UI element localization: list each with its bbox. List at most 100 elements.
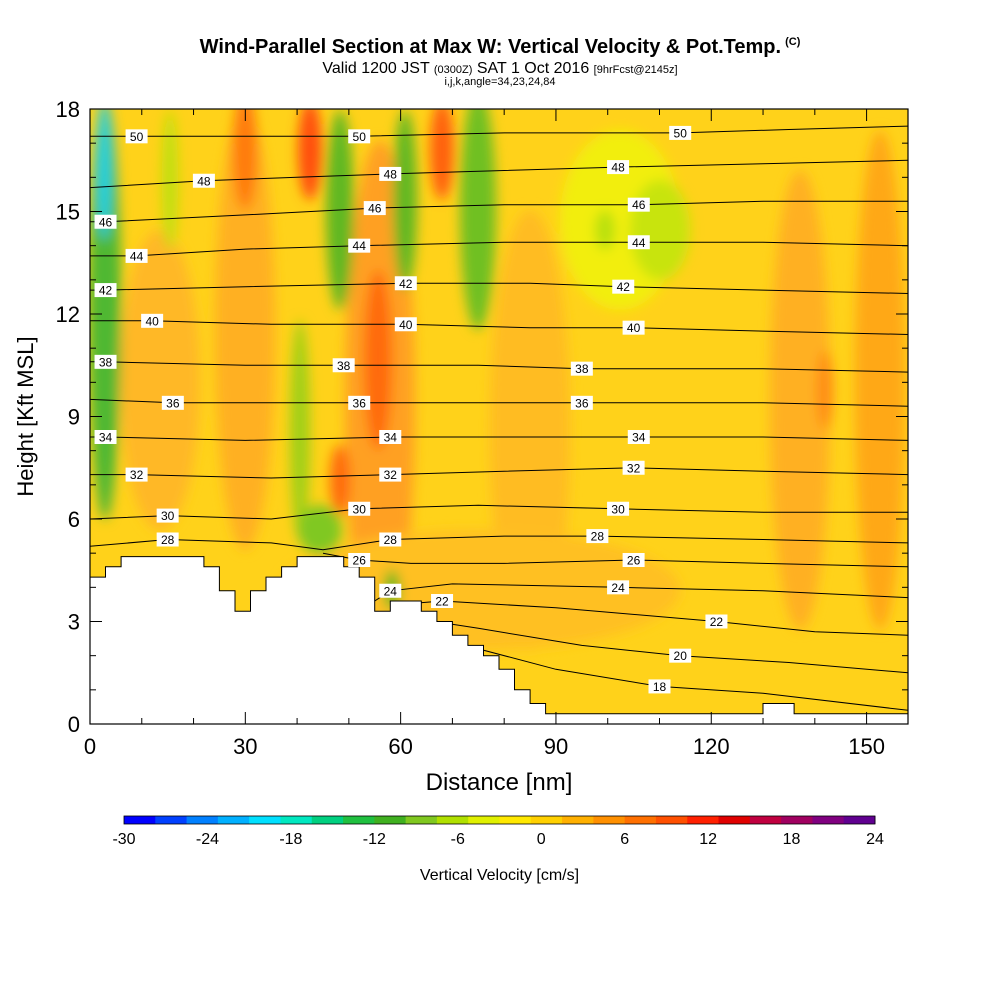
isentrope-label-bg — [125, 129, 148, 144]
isentrope-label: 46 — [99, 215, 113, 229]
x-tick-label: 30 — [233, 734, 257, 759]
x-tick-label: 120 — [693, 734, 730, 759]
isentrope-label: 24 — [384, 584, 398, 598]
isentrope-label-bg — [622, 553, 645, 567]
terrain-mask — [89, 556, 909, 725]
isentrope-label-bg — [141, 313, 164, 328]
colorbar-swatch — [155, 816, 188, 824]
isentrope-label: 24 — [611, 581, 625, 595]
isentrope-34 — [90, 436, 908, 441]
isentrope-label-bg — [394, 317, 417, 332]
isentrope-label-bg — [379, 467, 402, 482]
isentrope-label: 44 — [130, 249, 144, 263]
isentrope-label-bg — [607, 580, 630, 595]
y-tick-label: 18 — [56, 97, 80, 122]
isentrope-label: 34 — [632, 431, 646, 445]
isentrope-label-bg — [705, 614, 728, 629]
isentrope-label: 46 — [368, 202, 382, 216]
isentrope-label-bg — [125, 467, 148, 482]
downdraft-band — [162, 110, 178, 250]
colorbar-swatch — [311, 816, 344, 824]
colorbar-swatch — [655, 816, 688, 824]
isentrope-label-bg — [363, 201, 386, 216]
isentrope-30 — [90, 504, 908, 520]
valid-utc: (0300Z) — [433, 64, 473, 76]
isentrope-label: 38 — [99, 355, 113, 369]
colorbar-swatch — [749, 816, 782, 824]
isentrope-label-bg — [586, 529, 609, 544]
isentrope-label-bg — [622, 460, 645, 475]
colorbar-tick-label: 6 — [620, 831, 629, 848]
isentrope-label-bg — [627, 235, 650, 250]
title-mark: (C) — [785, 36, 801, 49]
isentrope-label: 38 — [337, 359, 351, 373]
isentrope-label-bg — [192, 173, 215, 188]
isentrope-50 — [90, 125, 908, 137]
colorbar-tick-label: -6 — [451, 831, 465, 848]
isentrope-label-bg — [612, 279, 635, 294]
isentrope-label-bg — [607, 160, 630, 175]
isentrope-label: 36 — [575, 396, 589, 410]
isentrope-label: 28 — [591, 530, 605, 544]
downdraft-core — [96, 109, 112, 240]
velocity-blobs — [90, 109, 905, 660]
colorbar-swatch — [593, 816, 626, 824]
isentrope-label-bg — [161, 395, 184, 410]
isentrope-lines — [90, 125, 908, 711]
downdraft-band — [298, 505, 342, 555]
isentrope-label: 32 — [627, 461, 641, 475]
valid-date: SAT 1 Oct 2016 — [476, 60, 590, 77]
isentrope-44 — [90, 241, 908, 257]
isentrope-label: 34 — [384, 431, 398, 445]
colorbar-swatch — [812, 816, 845, 824]
colorbar-swatch — [405, 816, 438, 824]
weak-downdraft — [630, 180, 690, 280]
y-axis-label: Height [Kft MSL] — [13, 336, 38, 496]
colorbar-swatch — [624, 816, 657, 824]
isentrope-label: 22 — [710, 615, 724, 629]
y-tick-label: 3 — [68, 610, 80, 635]
title-text: Wind-Parallel Section at Max W: Vertical… — [199, 36, 782, 58]
isentrope-label: 44 — [353, 239, 367, 253]
colorbar-swatch — [530, 816, 563, 824]
updraft-core — [364, 270, 392, 450]
isentrope-label-bg — [570, 395, 593, 410]
isentrope-label-bg — [156, 532, 179, 547]
isentrope-label: 48 — [611, 161, 625, 175]
isentrope-label-bg — [379, 532, 402, 547]
colorbar-swatch — [562, 816, 594, 824]
downdraft-band — [393, 110, 417, 290]
isentrope-label-bg — [431, 594, 454, 608]
chart-title: Wind-Parallel Section at Max W: Vertical… — [0, 36, 1000, 59]
colorbar-tick-label: 0 — [537, 831, 546, 848]
isentrope-label-bg — [156, 508, 179, 523]
isentrope-label-bg — [348, 501, 371, 516]
isentrope-label: 42 — [99, 284, 113, 298]
isentrope-label: 50 — [130, 130, 144, 144]
colorbar-tick-label: -12 — [363, 831, 386, 848]
colorbar-tick-label: 12 — [699, 831, 717, 848]
isentrope-36 — [90, 398, 908, 407]
isentrope-46 — [90, 200, 908, 223]
updraft-core — [330, 445, 350, 515]
isentrope-label: 26 — [353, 554, 367, 568]
isentrope-label: 38 — [575, 362, 589, 376]
x-axis-label: Distance [nm] — [426, 769, 573, 796]
isentrope-label: 28 — [384, 533, 398, 547]
isentrope-label-bg — [348, 395, 371, 410]
updraft-core — [430, 109, 454, 200]
isentrope-label: 18 — [653, 680, 667, 694]
isentrope-label: 22 — [435, 595, 449, 609]
isentrope-label: 32 — [384, 468, 398, 482]
x-tick-label: 60 — [388, 734, 412, 759]
terrain-profile — [89, 556, 909, 725]
isentrope-label-bg — [622, 320, 645, 335]
isentrope-label-bg — [379, 583, 402, 598]
isentrope-label-bg — [125, 248, 148, 263]
isentrope-label: 40 — [627, 321, 641, 335]
valid-prefix: Valid 1200 JST — [322, 60, 430, 77]
isentrope-label-bg — [669, 648, 692, 663]
